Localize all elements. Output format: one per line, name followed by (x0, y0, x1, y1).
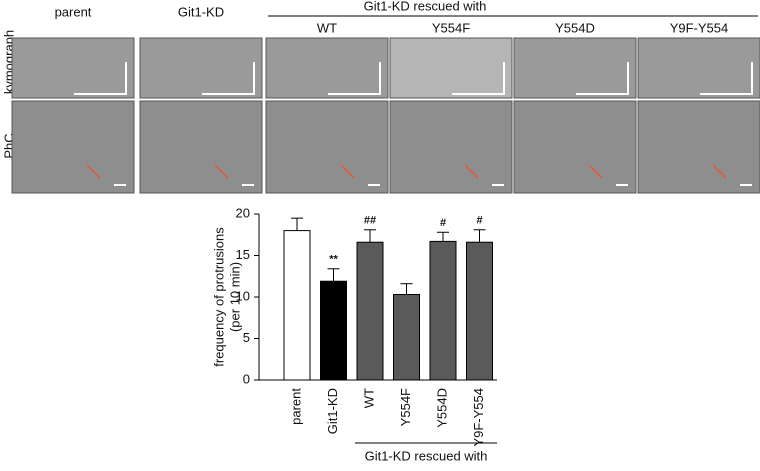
kymograph-image (265, 37, 389, 99)
scale-bar (452, 62, 505, 95)
kymograph-image (389, 37, 513, 99)
x-tick-label: Y554F (398, 388, 413, 426)
bar (466, 241, 493, 381)
arrow (86, 164, 101, 179)
annotation: # (476, 215, 482, 227)
bar (320, 280, 347, 381)
group-label: Git1-KD rescued with (364, 0, 487, 13)
y-tick-label: 5 (243, 330, 250, 345)
arrow (214, 164, 229, 179)
kymograph-image (513, 37, 637, 99)
column-label: Y554D (555, 20, 595, 35)
bar (283, 230, 311, 381)
phc-image (265, 100, 389, 194)
bar (393, 294, 420, 381)
y-axis-label: (per 10 min) (227, 262, 242, 332)
y-tick-label: 10 (236, 288, 250, 303)
scale-bar (202, 62, 255, 95)
phc-image (389, 100, 513, 194)
x-tick-label: parent (288, 388, 303, 425)
bar (356, 241, 384, 381)
y-tick-label: 0 (243, 371, 250, 386)
bar (429, 240, 457, 381)
scale-bar (328, 62, 381, 95)
phc-image (637, 100, 760, 194)
annotation: ** (329, 254, 338, 266)
x-tick-label: Y554D (434, 388, 449, 428)
group-label: Git1-KD rescued with (365, 448, 488, 463)
phc-image (139, 100, 263, 194)
column-label: WT (317, 20, 337, 35)
y-axis-label: frequency of protrusions (211, 227, 226, 367)
annotation: # (440, 217, 446, 229)
column-label: Y554F (432, 20, 470, 35)
arrow (340, 164, 355, 179)
column-label: Git1-KD (178, 4, 224, 19)
kymograph-image (139, 37, 263, 99)
scale-bar (576, 62, 629, 95)
x-tick-label: WT (361, 388, 376, 408)
scale-bar (700, 62, 753, 95)
column-label: Y9F-Y554 (670, 20, 729, 35)
phc-image (513, 100, 637, 194)
y-tick-label: 15 (236, 247, 250, 262)
annotation: ## (364, 215, 376, 227)
kymograph-image (637, 37, 760, 99)
kymograph-image (11, 37, 135, 99)
x-tick-label: Y9F-Y554 (471, 388, 486, 447)
arrow (712, 164, 727, 179)
x-tick-label: Git1-KD (325, 388, 340, 434)
arrow (588, 164, 603, 179)
phc-image (11, 100, 135, 194)
y-tick-label: 20 (236, 205, 250, 220)
column-label: parent (55, 4, 92, 19)
arrow (464, 164, 479, 179)
scale-bar (74, 62, 127, 95)
